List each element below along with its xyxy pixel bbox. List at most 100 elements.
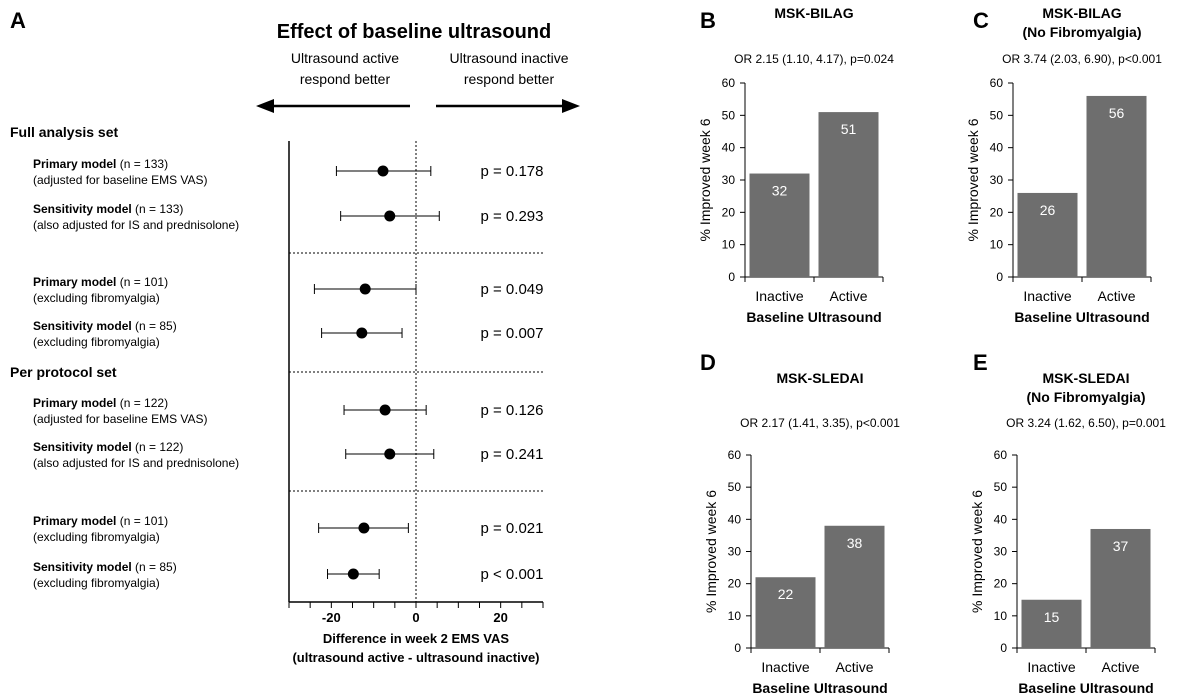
row-sample-size: (n = 85)	[132, 560, 177, 574]
row-model-name: Sensitivity model	[33, 440, 132, 454]
y-tick-label: 60	[990, 76, 1004, 90]
y-tick-label: 40	[728, 512, 742, 526]
p-value: p < 0.001	[481, 566, 544, 583]
point-estimate	[347, 568, 359, 580]
category-label: Active	[829, 288, 867, 304]
y-axis-label: % Improved week 6	[703, 490, 719, 613]
category-label: Active	[1097, 288, 1135, 304]
bar-value-label: 26	[1040, 202, 1056, 218]
y-tick-label: 30	[722, 173, 736, 187]
y-tick-label: 30	[728, 545, 742, 559]
bar-value-label: 51	[841, 121, 857, 137]
category-label: Inactive	[1023, 288, 1071, 304]
panel-letter: E	[973, 350, 988, 375]
panel-letter: D	[700, 350, 716, 375]
bar-inactive	[1021, 599, 1082, 648]
point-estimate	[358, 522, 370, 534]
bar-active	[1086, 95, 1147, 277]
point-estimate	[377, 165, 389, 177]
bar-value-label: 22	[778, 586, 794, 602]
row-note: (also adjusted for IS and prednisolone)	[33, 218, 239, 232]
y-tick-label: 40	[990, 141, 1004, 155]
row-sample-size: (n = 122)	[116, 396, 168, 410]
bar-active	[818, 112, 879, 277]
bar-chart-title: (No Fibromyalgia)	[1022, 24, 1141, 40]
forest-row: Primary model (n = 122) (adjusted for bas…	[33, 396, 543, 426]
row-note: (excluding fibromyalgia)	[33, 530, 160, 544]
direction-right-line2: respond better	[464, 71, 555, 87]
point-estimate	[379, 404, 391, 416]
bar-value-label: 15	[1044, 609, 1060, 625]
bar-inactive	[1017, 192, 1078, 277]
category-label: Active	[1101, 659, 1139, 675]
y-tick-label: 50	[722, 108, 736, 122]
row-model-name: Primary model	[33, 275, 116, 289]
panel-letter: B	[700, 8, 716, 33]
y-tick-label: 50	[728, 480, 742, 494]
point-estimate	[359, 283, 371, 295]
point-estimate	[356, 327, 368, 339]
y-tick-label: 30	[990, 173, 1004, 187]
forest-row: Sensitivity model (n = 85) (excluding fib…	[33, 319, 543, 349]
y-tick-label: 60	[994, 448, 1008, 462]
p-value: p = 0.178	[481, 163, 544, 180]
row-note: (adjusted for baseline EMS VAS)	[33, 412, 208, 426]
x-tick-label: -20	[322, 610, 341, 625]
y-tick-label: 40	[994, 512, 1008, 526]
bar-chart-title: MSK-BILAG	[1042, 5, 1121, 21]
row-label: Primary model (n = 122)	[33, 396, 168, 410]
row-note: (adjusted for baseline EMS VAS)	[33, 173, 208, 187]
y-tick-label: 50	[990, 108, 1004, 122]
y-tick-label: 0	[996, 270, 1003, 284]
section-label: Per protocol set	[10, 364, 117, 380]
bar-value-label: 38	[847, 535, 863, 551]
bar-inactive	[755, 577, 816, 648]
forest-title: Effect of baseline ultrasound	[277, 21, 551, 43]
forest-row: Primary model (n = 101) (excluding fibrom…	[33, 514, 543, 544]
row-sample-size: (n = 101)	[116, 514, 168, 528]
forest-row: Sensitivity model (n = 85) (excluding fib…	[33, 560, 543, 590]
row-note: (excluding fibromyalgia)	[33, 335, 160, 349]
y-tick-label: 0	[734, 641, 741, 655]
bar-x-axis-label: Baseline Ultrasound	[752, 680, 887, 696]
forest-row: Primary model (n = 101) (excluding fibrom…	[33, 275, 543, 305]
arrow-right-head	[562, 99, 580, 113]
x-tick-label: 20	[493, 610, 507, 625]
y-tick-label: 50	[994, 480, 1008, 494]
row-note: (excluding fibromyalgia)	[33, 291, 160, 305]
y-tick-label: 20	[722, 205, 736, 219]
y-tick-label: 10	[722, 238, 736, 252]
bar-x-axis-label: Baseline Ultrasound	[1014, 309, 1149, 325]
panel-letter: C	[973, 8, 989, 33]
row-sample-size: (n = 133)	[132, 202, 184, 216]
forest-x-label-line1: Difference in week 2 EMS VAS	[323, 631, 509, 646]
row-note: (excluding fibromyalgia)	[33, 576, 160, 590]
bar-x-axis-label: Baseline Ultrasound	[1018, 680, 1153, 696]
point-estimate	[384, 448, 396, 460]
p-value: p = 0.126	[481, 402, 544, 419]
x-tick-label: 0	[412, 610, 419, 625]
bar-x-axis-label: Baseline Ultrasound	[746, 309, 881, 325]
forest-x-label-line2: (ultrasound active - ultrasound inactive…	[292, 650, 539, 665]
forest-row: Primary model (n = 133) (adjusted for bas…	[33, 157, 543, 187]
panel-letter-a: A	[10, 8, 26, 33]
row-model-name: Primary model	[33, 514, 116, 528]
row-model-name: Primary model	[33, 396, 116, 410]
forest-row: Sensitivity model (n = 122) (also adjuste…	[33, 440, 543, 470]
y-tick-label: 10	[728, 609, 742, 623]
p-value: p = 0.241	[481, 446, 544, 463]
row-label: Primary model (n = 101)	[33, 275, 168, 289]
bar-chart-title: MSK-BILAG	[774, 5, 853, 21]
p-value: p = 0.049	[481, 281, 544, 298]
row-label: Primary model (n = 133)	[33, 157, 168, 171]
category-label: Inactive	[1027, 659, 1075, 675]
row-label: Sensitivity model (n = 85)	[33, 319, 177, 333]
forest-row: Sensitivity model (n = 133) (also adjuste…	[33, 202, 543, 232]
panel-d: D MSK-SLEDAI OR 2.17 (1.41, 3.35), p<0.001…	[700, 350, 900, 696]
row-sample-size: (n = 122)	[132, 440, 184, 454]
y-tick-label: 20	[994, 577, 1008, 591]
y-axis-label: % Improved week 6	[965, 118, 981, 241]
category-label: Active	[835, 659, 873, 675]
row-note: (also adjusted for IS and prednisolone)	[33, 456, 239, 470]
